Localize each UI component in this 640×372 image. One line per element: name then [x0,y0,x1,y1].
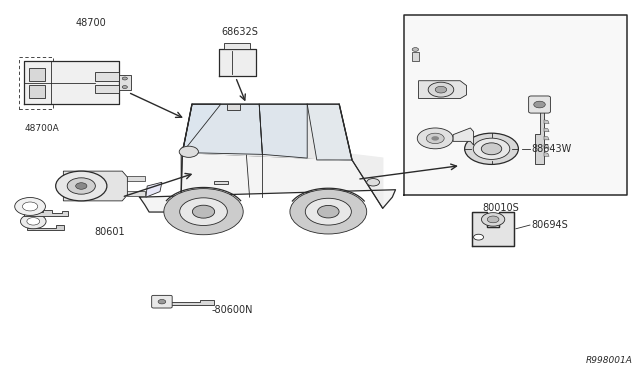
Polygon shape [544,136,549,140]
Polygon shape [95,85,119,93]
Polygon shape [182,104,221,153]
Polygon shape [24,210,68,216]
Polygon shape [182,104,352,160]
FancyBboxPatch shape [152,295,172,308]
Circle shape [431,136,439,141]
Text: 48700A: 48700A [24,124,59,133]
Circle shape [417,128,453,149]
Polygon shape [544,153,549,156]
Polygon shape [219,49,256,76]
Polygon shape [472,212,514,246]
Circle shape [56,171,107,201]
Polygon shape [544,128,549,132]
Circle shape [67,178,95,194]
Circle shape [412,48,419,51]
Polygon shape [227,104,240,110]
Circle shape [481,213,505,226]
Polygon shape [24,61,119,104]
Text: -80600N: -80600N [211,305,253,314]
Circle shape [122,77,127,80]
Circle shape [22,202,38,211]
Circle shape [27,218,40,225]
FancyBboxPatch shape [529,96,550,113]
Circle shape [367,179,380,186]
Circle shape [290,189,367,234]
Polygon shape [63,171,127,201]
Circle shape [487,216,499,223]
Circle shape [15,198,45,215]
Polygon shape [453,128,474,145]
Text: 48700: 48700 [76,18,106,28]
Circle shape [465,133,518,164]
Circle shape [473,138,510,160]
Polygon shape [544,120,549,124]
Circle shape [305,198,351,225]
Circle shape [426,133,444,144]
Text: 68632S: 68632S [221,27,259,37]
Polygon shape [182,104,262,154]
Polygon shape [419,81,467,99]
Circle shape [474,234,484,240]
Circle shape [76,183,87,189]
Circle shape [122,86,127,89]
Text: 80601: 80601 [95,227,125,237]
Polygon shape [146,182,162,197]
Polygon shape [307,104,352,160]
Polygon shape [127,176,145,181]
Polygon shape [225,43,250,49]
Text: 88643W: 88643W [531,144,572,154]
Text: 80694S: 80694S [531,220,568,230]
Circle shape [179,146,198,157]
Polygon shape [119,75,131,90]
Text: 80010S: 80010S [482,203,519,213]
Text: R998001A: R998001A [586,356,632,365]
Polygon shape [544,144,549,148]
Circle shape [158,299,166,304]
Circle shape [435,86,447,93]
Polygon shape [95,72,119,81]
Circle shape [481,143,502,155]
Polygon shape [127,191,145,196]
Polygon shape [27,225,64,230]
Polygon shape [181,147,182,197]
Polygon shape [259,104,307,158]
Polygon shape [214,181,228,184]
Circle shape [317,205,339,218]
Circle shape [20,214,46,229]
Polygon shape [404,15,627,195]
Polygon shape [412,52,419,61]
Circle shape [534,101,545,108]
Circle shape [164,189,243,235]
Polygon shape [29,85,45,98]
Polygon shape [165,300,214,305]
Polygon shape [535,112,544,164]
Polygon shape [352,154,383,208]
Circle shape [428,82,454,97]
Polygon shape [29,68,45,81]
Circle shape [193,205,214,218]
Polygon shape [140,153,396,212]
Circle shape [180,198,227,225]
